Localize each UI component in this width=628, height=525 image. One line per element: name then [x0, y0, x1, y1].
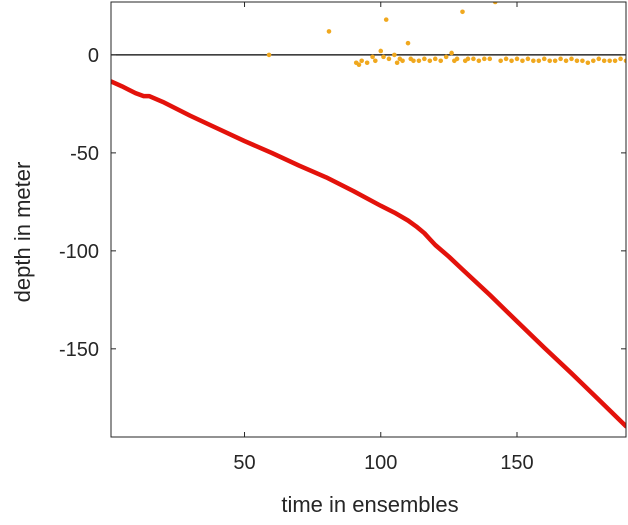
scatter-point [460, 9, 465, 15]
scatter-point [585, 60, 591, 66]
scatter-point [356, 62, 362, 68]
scatter-point [482, 56, 487, 62]
scatter-point [405, 40, 411, 46]
scatter-point [373, 58, 378, 64]
scatter-point [359, 58, 364, 64]
x-tick-label: 150 [500, 452, 533, 474]
scatter-point [370, 54, 375, 60]
scatter-point [623, 58, 626, 64]
depth-series-line [111, 79, 626, 429]
scatter-point [531, 58, 536, 64]
scatter-point [580, 58, 585, 64]
scatter-point [438, 58, 444, 64]
scatter-point [612, 58, 618, 64]
scatter-point [432, 56, 438, 62]
scatter-point [601, 58, 607, 64]
scatter-point [503, 56, 509, 62]
scatter-point [378, 48, 384, 54]
scatter-point [618, 56, 623, 62]
scatter-point [547, 58, 553, 64]
scatter-point [563, 58, 569, 64]
scatter-point [386, 56, 392, 62]
x-tick-label: 50 [233, 452, 255, 474]
scatter-point [509, 58, 514, 64]
scatter-point [449, 50, 454, 56]
scatter-point [383, 17, 389, 22]
scatter-point [364, 60, 370, 66]
scatter-point [471, 56, 476, 62]
y-axis-label: depth in meter [10, 162, 35, 303]
y-tick-label: -50 [70, 143, 99, 165]
plot-area [111, 2, 626, 437]
scatter-point [400, 58, 405, 64]
scatter-point [476, 58, 482, 64]
scatter-point [266, 52, 272, 58]
scatter-point [381, 54, 386, 60]
scatter-point [422, 56, 427, 62]
scatter-point [525, 56, 531, 62]
y-tick-label: -100 [59, 241, 99, 263]
scatter-point [394, 60, 400, 66]
scatter-point [558, 56, 563, 62]
scatter-point [536, 58, 542, 64]
scatter-point [596, 56, 602, 62]
scatter-point [427, 58, 433, 64]
scatter-point [465, 56, 471, 62]
scatter-point [552, 58, 558, 64]
x-tick-label: 100 [364, 452, 397, 474]
scatter-point [520, 58, 525, 64]
axes-box [110, 1, 627, 438]
scatter-point [443, 54, 449, 60]
scatter-point [392, 52, 397, 58]
scatter-point [492, 2, 498, 5]
scatter-point [514, 56, 520, 62]
scatter-point [574, 58, 580, 64]
plot-background [111, 2, 626, 437]
axes: 50 100 150 0 -50 -100 -150 [59, 1, 627, 474]
scatter-point [411, 58, 416, 64]
scatter-point [498, 58, 503, 64]
scatter-point [487, 56, 493, 62]
scatter-point [541, 56, 547, 62]
y-tick-label: -150 [59, 339, 99, 361]
scatter-point [326, 29, 332, 34]
scatter-point [454, 56, 460, 62]
scatter-point [569, 56, 574, 62]
x-axis-label: time in ensembles [281, 492, 458, 517]
scatter-point [591, 58, 596, 64]
y-tick-label: 0 [88, 45, 99, 67]
scatter-point [607, 58, 612, 64]
scatter-point [416, 58, 422, 64]
